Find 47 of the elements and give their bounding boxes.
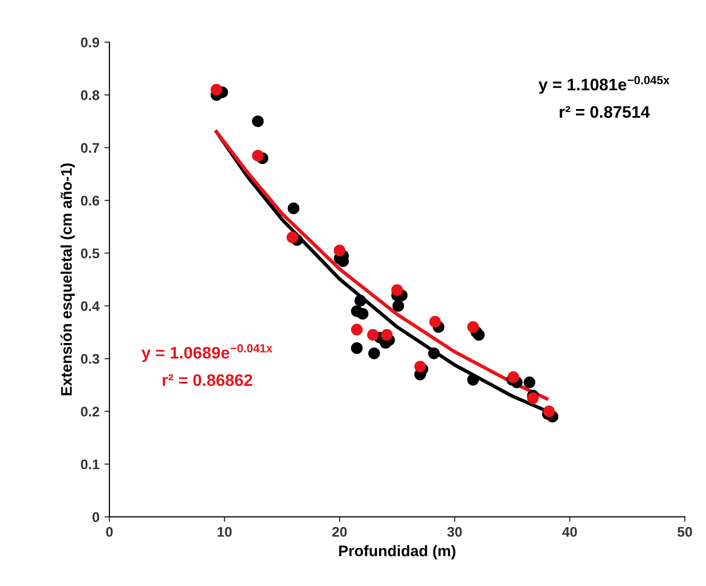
point <box>368 348 380 360</box>
point <box>252 115 264 128</box>
point <box>524 376 536 388</box>
point <box>356 308 368 320</box>
point <box>380 329 393 341</box>
point <box>467 374 479 386</box>
annotation: y = 1.0689e$^{−0.041x}$ <box>142 344 272 362</box>
annotation: r² = 0.87514 <box>560 106 650 118</box>
point <box>252 150 264 162</box>
x-tick-label: 50 <box>678 526 692 537</box>
point <box>286 231 298 244</box>
x-axis-title: Profundidad (m) <box>339 545 456 560</box>
point <box>467 321 479 333</box>
point <box>210 84 222 96</box>
point <box>367 329 379 341</box>
x-tick-label: 30 <box>447 526 462 537</box>
y-tick-label: 0.6 <box>80 196 100 206</box>
y-tick-label: 0.8 <box>80 90 100 100</box>
y-tick-label: 0.7 <box>80 143 100 153</box>
y-tick-label: 0 <box>92 512 100 522</box>
point <box>391 284 403 296</box>
point <box>354 294 366 306</box>
point <box>351 324 363 336</box>
point <box>334 244 346 256</box>
x-tick-label: 20 <box>332 526 347 537</box>
point <box>543 406 555 418</box>
y-tick-label: 0.2 <box>80 406 100 417</box>
point <box>527 392 539 404</box>
x-tick-label: 40 <box>562 526 577 537</box>
y-tick-label: 0.3 <box>80 354 100 364</box>
y-tick-label: 0.4 <box>80 301 100 312</box>
y-tick-label: 0.1 <box>80 459 100 470</box>
point <box>472 329 485 341</box>
point <box>392 300 404 312</box>
point <box>288 202 300 214</box>
x-tick-label: 0 <box>106 526 113 537</box>
point <box>428 348 440 360</box>
y-axis-title: Extensión esqueletal (cm año-1) <box>60 164 75 396</box>
point <box>508 371 520 383</box>
point <box>429 316 441 328</box>
x-tick-label: 10 <box>218 526 232 537</box>
annotation: r² = 0.86862 <box>162 374 252 386</box>
annotation: y = 1.1081e$^{−0.045x}$ <box>538 76 670 94</box>
y-tick-label: 0.5 <box>80 248 100 258</box>
point <box>351 342 363 354</box>
point <box>414 360 426 372</box>
y-tick-label: 0.9 <box>80 38 100 48</box>
